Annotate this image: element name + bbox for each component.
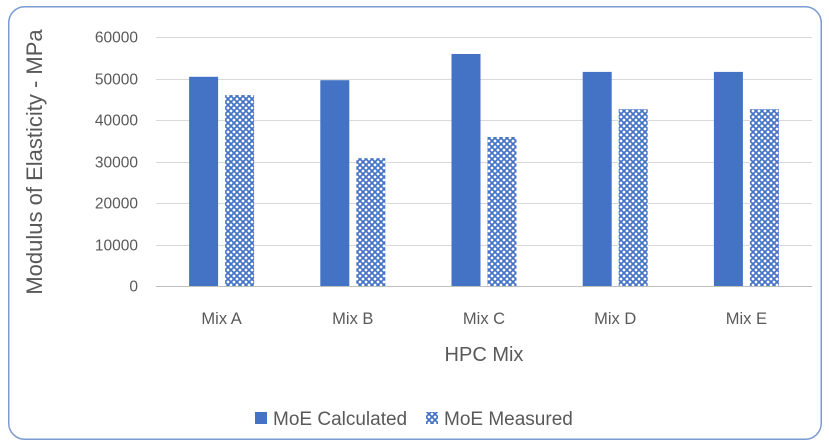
y-tick-label-50000: 50000 xyxy=(95,72,138,89)
y-tick-label-0: 0 xyxy=(129,279,138,296)
bar-moe-measured-mix-e xyxy=(749,109,779,286)
bar-moe-measured-mix-b xyxy=(356,158,386,286)
gridlines xyxy=(156,37,812,246)
bar-moe-calculated-mix-d xyxy=(582,71,612,287)
y-tick-label-40000: 40000 xyxy=(95,113,138,130)
bar-moe-calculated-mix-b xyxy=(320,80,350,286)
legend-swatch-moe-calculated xyxy=(255,412,267,424)
y-axis-title: Modulus of Elasticity - MPa xyxy=(22,29,47,295)
x-tick-label-mix-c: Mix C xyxy=(463,310,505,328)
y-tick-label-20000: 20000 xyxy=(95,196,138,213)
x-tick-label-mix-d: Mix D xyxy=(594,310,636,328)
legend: MoE Calculated MoE Measured xyxy=(255,409,573,430)
legend-swatch-moe-measured xyxy=(426,412,438,424)
y-tick-label-10000: 10000 xyxy=(95,238,138,255)
bar-moe-calculated-mix-e xyxy=(713,71,743,287)
x-axis-tick-labels: Mix A Mix B Mix C Mix D Mix E xyxy=(201,310,767,328)
bar-moe-calculated-mix-a xyxy=(189,76,219,286)
bar-moe-measured-mix-c xyxy=(487,137,517,286)
x-tick-label-mix-b: Mix B xyxy=(332,310,373,328)
legend-item-moe-calculated: MoE Calculated xyxy=(255,409,407,430)
legend-label-moe-calculated: MoE Calculated xyxy=(273,409,407,430)
x-tick-label-mix-a: Mix A xyxy=(201,310,241,328)
y-tick-label-60000: 60000 xyxy=(95,30,138,47)
x-tick-label-mix-e: Mix E xyxy=(726,310,767,328)
x-axis-title: HPC Mix xyxy=(445,344,524,366)
bar-moe-measured-mix-d xyxy=(618,109,648,286)
legend-item-moe-measured: MoE Measured xyxy=(426,409,573,430)
y-tick-label-30000: 30000 xyxy=(95,155,138,172)
bars xyxy=(189,54,779,287)
bar-moe-measured-mix-a xyxy=(225,95,255,286)
bar-moe-calculated-mix-c xyxy=(451,54,481,286)
legend-label-moe-measured: MoE Measured xyxy=(444,409,573,430)
y-axis-tick-labels: 0 10000 20000 30000 40000 50000 60000 xyxy=(95,30,138,296)
